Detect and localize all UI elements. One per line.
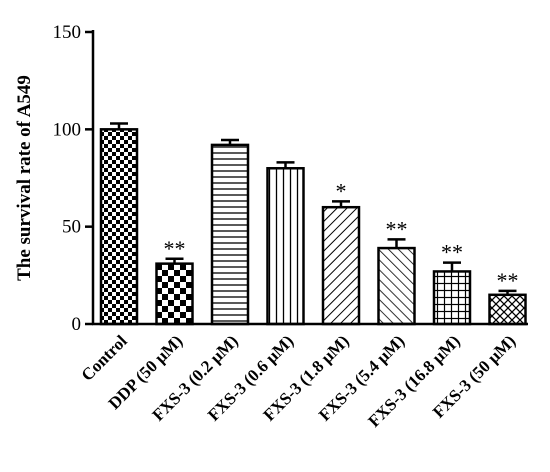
significance-mark: ** — [497, 268, 519, 293]
bar — [155, 262, 194, 326]
y-tick-label: 50 — [62, 217, 81, 238]
significance-mark: ** — [164, 236, 186, 261]
x-category-label: Control — [78, 331, 131, 384]
bar — [99, 128, 139, 326]
significance-marks: ********* — [164, 178, 519, 293]
bar — [377, 246, 416, 326]
bar — [266, 167, 305, 326]
y-tick-label: 0 — [72, 314, 82, 335]
bar — [210, 143, 250, 326]
y-axis-label: The survival rate of A549 — [14, 75, 35, 281]
bars — [99, 128, 527, 326]
bar — [321, 205, 361, 326]
significance-mark: ** — [386, 216, 408, 241]
bar — [488, 293, 527, 326]
y-axis-title: The survival rate of A549 — [14, 75, 35, 281]
error-bars — [110, 122, 517, 295]
y-tick-label: 100 — [53, 119, 82, 140]
y-tick-label: 150 — [53, 22, 82, 43]
significance-mark: * — [336, 178, 347, 203]
bar — [432, 270, 472, 326]
significance-mark: ** — [441, 240, 463, 265]
y-axis-ticks: 0 50 100 150 — [53, 22, 93, 335]
